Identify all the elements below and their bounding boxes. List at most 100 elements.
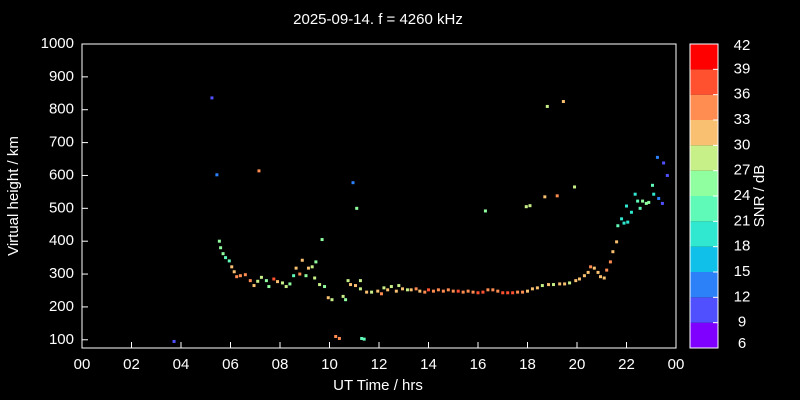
point <box>451 289 455 293</box>
colorbar-tick-label: 42 <box>734 37 751 54</box>
point <box>620 217 624 221</box>
point <box>611 250 615 254</box>
point <box>521 290 525 294</box>
point <box>596 270 600 274</box>
point <box>405 288 409 292</box>
colorbar-tick-label: 21 <box>734 212 751 229</box>
point <box>616 224 620 228</box>
point <box>655 155 659 159</box>
colorbar-tick-label: 6 <box>738 335 746 352</box>
colorbar-band <box>690 170 718 196</box>
point <box>217 239 221 243</box>
point <box>662 161 666 165</box>
point <box>543 195 547 199</box>
point <box>418 289 422 293</box>
colorbar-band <box>690 94 718 120</box>
point <box>219 246 223 250</box>
point <box>320 238 324 242</box>
point <box>355 206 359 210</box>
point <box>524 205 528 209</box>
point <box>461 290 465 294</box>
point <box>423 290 427 294</box>
point <box>349 283 353 287</box>
point <box>267 285 271 289</box>
point <box>306 266 310 270</box>
point <box>511 291 515 295</box>
colorbar-tick-label: 39 <box>734 60 751 77</box>
colorbar-band <box>690 120 718 146</box>
point <box>243 273 247 277</box>
point <box>259 275 263 279</box>
point <box>446 288 450 292</box>
point <box>389 285 393 289</box>
point <box>326 296 330 300</box>
chart-title: 2025-09-14. f = 4260 kHz <box>293 11 463 28</box>
point <box>298 272 302 276</box>
x-tick-label: 18 <box>519 356 536 373</box>
point <box>386 288 390 292</box>
point <box>344 298 348 302</box>
colorbar-band <box>690 221 718 247</box>
point <box>215 173 219 177</box>
y-tick-label: 300 <box>49 265 74 282</box>
point <box>615 240 619 244</box>
point <box>394 289 398 293</box>
colorbar-tick-label: 18 <box>734 238 751 255</box>
point <box>629 210 633 214</box>
point <box>300 258 304 262</box>
point <box>353 284 357 288</box>
colorbar-band <box>690 272 718 298</box>
colorbar-band <box>690 322 718 348</box>
point <box>471 290 475 294</box>
colorbar-tick-label: 24 <box>734 187 751 204</box>
y-tick-label: 200 <box>49 298 74 315</box>
point <box>657 196 661 200</box>
colorbar-band <box>690 297 718 323</box>
point <box>362 337 366 341</box>
point <box>304 274 308 278</box>
point <box>483 209 487 213</box>
point <box>310 265 314 269</box>
point <box>379 292 383 296</box>
point <box>456 289 460 293</box>
point <box>636 199 640 203</box>
point <box>625 204 628 208</box>
point <box>633 192 637 196</box>
x-tick-label: 16 <box>470 356 487 373</box>
point <box>626 220 630 224</box>
point <box>221 252 225 256</box>
point <box>573 185 577 189</box>
point <box>280 281 284 285</box>
y-tick-label: 1000 <box>41 35 74 52</box>
point <box>528 204 532 208</box>
point <box>441 289 445 293</box>
point <box>346 279 350 283</box>
point <box>665 173 669 177</box>
point <box>358 287 362 291</box>
x-tick-label: 00 <box>74 356 91 373</box>
point <box>660 201 664 205</box>
colorbar-tick-label: 30 <box>734 136 751 153</box>
colorbar-band <box>690 246 718 272</box>
point <box>568 281 572 285</box>
x-tick-label: 06 <box>222 356 239 373</box>
x-tick-label: 20 <box>569 356 586 373</box>
x-tick-label: 10 <box>321 356 338 373</box>
point <box>644 201 648 205</box>
x-tick-label: 12 <box>371 356 388 373</box>
point <box>530 287 534 291</box>
point <box>476 291 480 295</box>
colorbar-band <box>690 196 718 222</box>
point <box>365 290 369 294</box>
x-tick-label: 04 <box>173 356 190 373</box>
x-tick-label: 08 <box>272 356 289 373</box>
point <box>605 268 609 272</box>
point <box>496 289 500 293</box>
point <box>506 291 510 295</box>
point <box>501 291 505 295</box>
point <box>516 290 520 294</box>
point <box>641 199 645 203</box>
x-tick-label: 02 <box>123 356 140 373</box>
point <box>256 279 260 283</box>
